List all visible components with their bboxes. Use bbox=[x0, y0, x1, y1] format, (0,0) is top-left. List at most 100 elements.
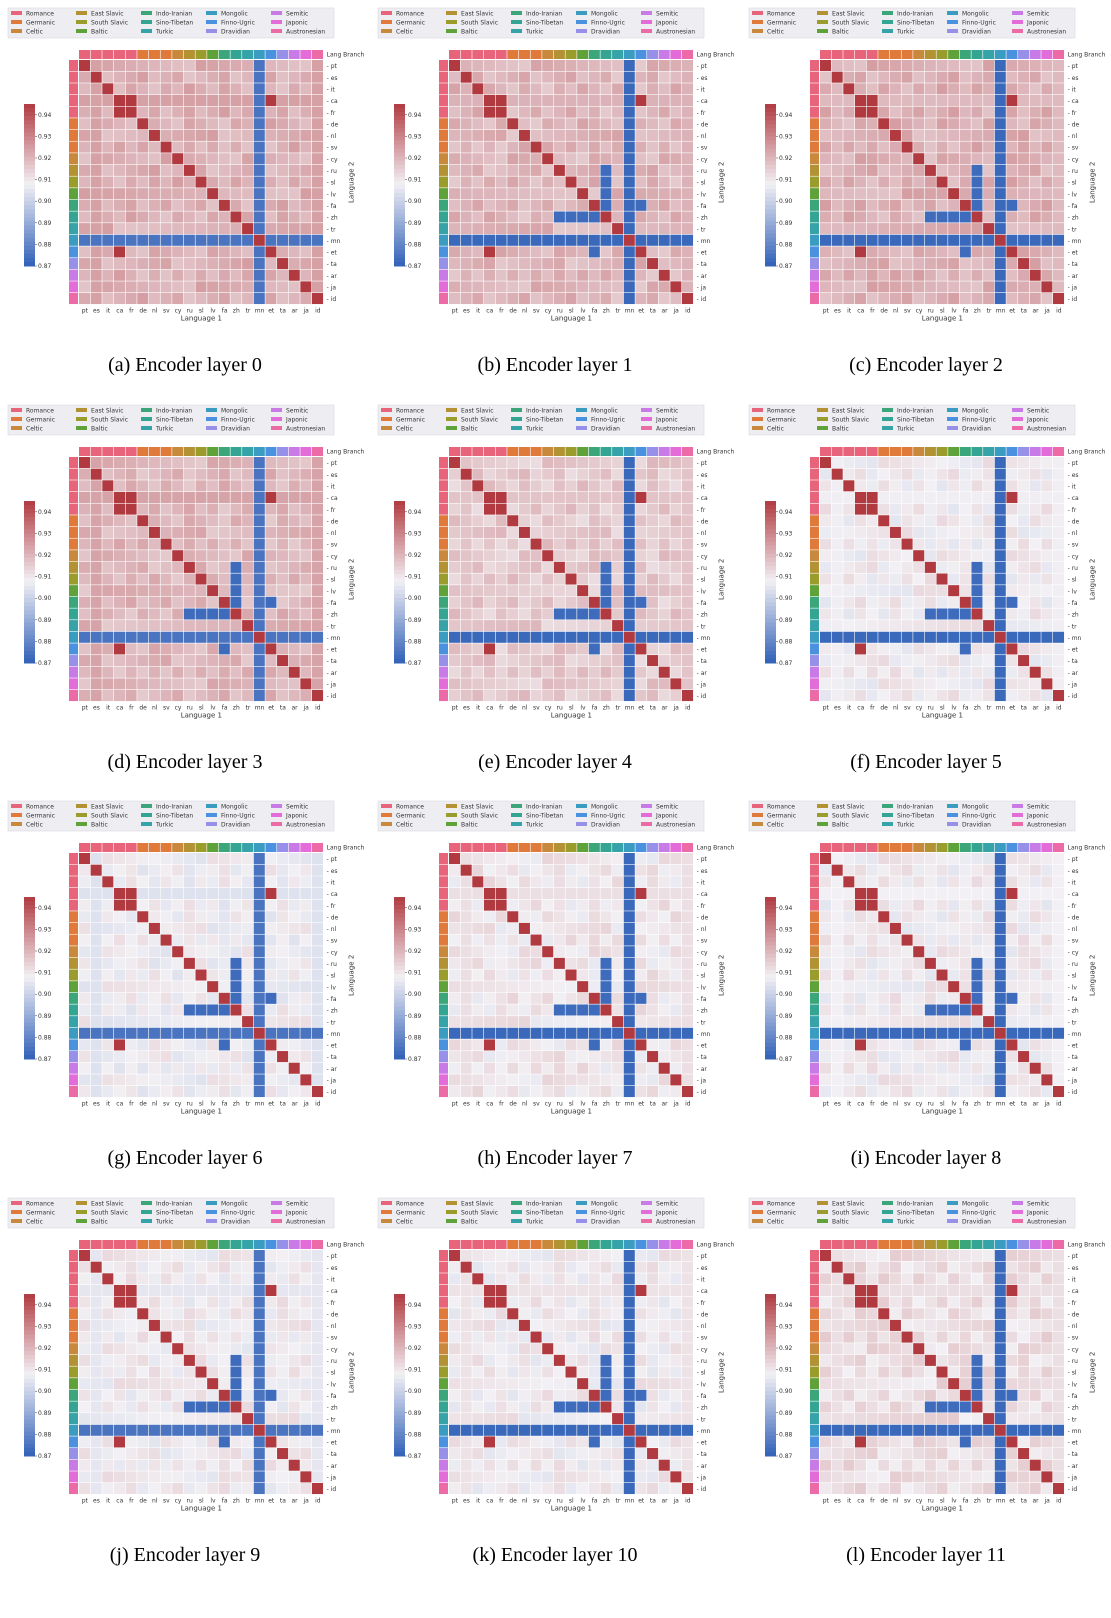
heatmap-cell bbox=[878, 83, 890, 95]
heatmap-cell bbox=[1053, 188, 1065, 200]
heatmap-cell bbox=[924, 666, 936, 678]
heatmap-cell bbox=[658, 1016, 670, 1028]
heatmap-cell bbox=[924, 234, 936, 246]
heatmap-cell bbox=[971, 258, 983, 270]
heatmap-cell bbox=[1029, 468, 1041, 480]
heatmap-cell bbox=[658, 631, 670, 643]
heatmap-cell bbox=[507, 1086, 519, 1098]
heatmap-cell bbox=[79, 457, 91, 469]
heatmap-cell bbox=[1053, 106, 1065, 118]
heatmap-cell bbox=[994, 690, 1006, 702]
heatmap-cell bbox=[230, 957, 242, 969]
heatmap-cell bbox=[553, 864, 565, 876]
heatmap-cell bbox=[612, 281, 624, 293]
heatmap-cell bbox=[658, 281, 670, 293]
heatmap-cell bbox=[588, 1004, 600, 1016]
heatmap-cell bbox=[449, 1039, 461, 1051]
heatmap-cell bbox=[483, 281, 495, 293]
heatmap-cell bbox=[242, 106, 254, 118]
heatmap-cell bbox=[542, 71, 554, 83]
heatmap-cell bbox=[495, 281, 507, 293]
colorbar-segment bbox=[394, 658, 405, 664]
heatmap-cell bbox=[507, 1004, 519, 1016]
heatmap-cell bbox=[658, 981, 670, 993]
heatmap-cell bbox=[913, 106, 925, 118]
x-tick-label: sv bbox=[533, 705, 540, 712]
legend-label: Turkic bbox=[525, 29, 543, 36]
heatmap-cell bbox=[820, 468, 832, 480]
heatmap-cell bbox=[449, 864, 461, 876]
heatmap-cell bbox=[924, 515, 936, 527]
heatmap-cell bbox=[79, 853, 91, 865]
heatmap-cell bbox=[1053, 515, 1065, 527]
x-tick-label: ar bbox=[291, 1101, 298, 1108]
heatmap-cell bbox=[265, 1027, 277, 1039]
legend-label: Dravidian bbox=[962, 426, 991, 433]
colorbar-segment bbox=[765, 229, 776, 235]
heatmap-cell bbox=[878, 678, 890, 690]
colorbar-tick-label: 0.88 bbox=[408, 638, 422, 645]
y-tick-label: - lv bbox=[697, 984, 707, 991]
branch-strip-top bbox=[878, 50, 890, 59]
heatmap-cell bbox=[242, 468, 254, 480]
branch-strip-top bbox=[600, 843, 612, 852]
heatmap-cell bbox=[577, 293, 589, 305]
heatmap-cell bbox=[820, 83, 832, 95]
colorbar-segment bbox=[24, 501, 35, 506]
heatmap-cell bbox=[553, 106, 565, 118]
colorbar-segment bbox=[24, 1046, 35, 1052]
heatmap-cell bbox=[565, 1062, 577, 1074]
legend-swatch bbox=[11, 20, 22, 24]
heatmap-cell bbox=[658, 957, 670, 969]
heatmap-cell bbox=[588, 526, 600, 538]
heatmap-cell bbox=[682, 1004, 694, 1016]
legend-swatch bbox=[271, 408, 282, 412]
heatmap-cell bbox=[288, 1074, 300, 1086]
heatmap-cell bbox=[820, 153, 832, 165]
heatmap-cell bbox=[530, 503, 542, 515]
heatmap-cell bbox=[936, 269, 948, 281]
heatmap-cell bbox=[300, 876, 312, 888]
branch-strip-top bbox=[288, 843, 300, 852]
x-tick-label: de bbox=[880, 308, 888, 315]
legend-label: Semitic bbox=[286, 11, 308, 18]
heatmap-cell bbox=[889, 585, 901, 597]
heatmap-cell bbox=[300, 71, 312, 83]
branch-strip-left bbox=[810, 573, 819, 585]
heatmap-cell bbox=[553, 1051, 565, 1063]
y-tick-label: - sv bbox=[697, 938, 708, 945]
heatmap-cell bbox=[924, 223, 936, 235]
heatmap-cell bbox=[866, 164, 878, 176]
heatmap-cell bbox=[866, 690, 878, 702]
heatmap-cell bbox=[936, 515, 948, 527]
heatmap-cell bbox=[102, 573, 114, 585]
heatmap-cell bbox=[924, 457, 936, 469]
heatmap-cell bbox=[843, 234, 855, 246]
heatmap-cell bbox=[635, 1027, 647, 1039]
heatmap-cell bbox=[1041, 83, 1053, 95]
heatmap-cell bbox=[125, 946, 137, 958]
heatmap-cell bbox=[518, 538, 530, 550]
heatmap-cell bbox=[670, 899, 682, 911]
y-tick-label: - ar bbox=[1068, 670, 1079, 677]
heatmap-cell bbox=[577, 992, 589, 1004]
heatmap-cell bbox=[530, 585, 542, 597]
heatmap-cell bbox=[983, 620, 995, 632]
legend-swatch bbox=[206, 29, 217, 33]
heatmap-cell bbox=[623, 269, 635, 281]
heatmap-cell bbox=[913, 258, 925, 270]
heatmap-cell bbox=[218, 585, 230, 597]
heatmap-cell bbox=[623, 246, 635, 258]
branch-strip-left bbox=[810, 71, 819, 83]
branch-strip-left bbox=[439, 550, 448, 562]
colorbar-segment bbox=[394, 602, 405, 607]
heatmap-cell bbox=[113, 118, 125, 130]
heatmap-cell bbox=[1041, 141, 1053, 153]
heatmap-cell bbox=[242, 71, 254, 83]
heatmap-cell bbox=[242, 223, 254, 235]
heatmap-cell bbox=[277, 468, 289, 480]
heatmap-cell bbox=[913, 223, 925, 235]
heatmap-cell bbox=[623, 188, 635, 200]
heatmap-cell bbox=[172, 561, 184, 573]
